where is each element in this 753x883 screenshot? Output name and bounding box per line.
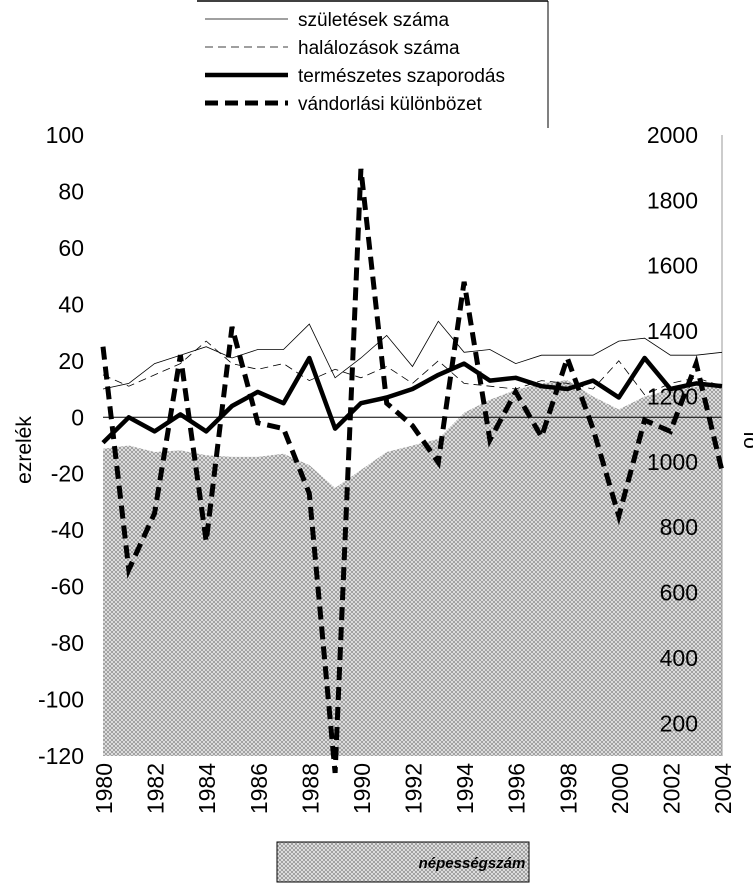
legend: születések száma halálozások száma termész…	[197, 0, 549, 128]
y-right-tick-label: 2000	[647, 122, 698, 148]
legend-label-3: természetes szaporodás	[298, 66, 505, 87]
y-left-tick-label: -100	[38, 687, 84, 713]
y-left-tick-label: -40	[51, 517, 84, 543]
x-tick-label: 1998	[555, 763, 581, 814]
x-tick-label: 2004	[710, 763, 736, 814]
y-left-tick-label: 100	[46, 122, 84, 148]
series-layer	[100, 168, 725, 774]
x-tick-label: 2002	[658, 763, 684, 814]
x-tick-label: 1988	[297, 763, 323, 814]
y-right-tick-label: 1800	[647, 187, 698, 213]
y-left-tick-label: -120	[38, 743, 84, 769]
x-tick-label: 1986	[246, 763, 272, 814]
series-line-4	[100, 168, 725, 774]
y-left-tick-label: -20	[51, 461, 84, 487]
y-left-tick-label: 20	[58, 348, 84, 374]
area-legend-label: népességszám	[419, 855, 526, 872]
x-tick-label: 1982	[143, 763, 169, 814]
y-right-tick-label: 600	[660, 580, 698, 606]
x-tick-label: 1984	[194, 763, 220, 814]
y-right-tick-label: 400	[660, 645, 698, 671]
series-line-1	[102, 320, 723, 390]
legend-box	[197, 0, 548, 128]
y-right-tick-label: 1000	[647, 449, 698, 475]
y-right-tick-label: 200	[660, 710, 698, 736]
y-left-tick-label: 40	[58, 291, 84, 317]
y-left-tick-label: -80	[51, 630, 84, 656]
y-left-tick-label: 0	[71, 404, 84, 430]
axes: 100806040200-20-40-60-80-100-12020001800…	[38, 122, 736, 814]
legend-label-4: vándorlási különbözet	[298, 94, 483, 115]
y-right-tick-label: 1600	[647, 253, 698, 279]
y-right-tick-label: 1400	[647, 318, 698, 344]
area-legend-swatch	[276, 841, 530, 883]
x-tick-label: 1996	[504, 763, 530, 814]
y-axis-left-title: ezrelék	[13, 416, 36, 484]
x-tick-label: 1980	[91, 763, 117, 814]
population-area	[103, 380, 722, 756]
y-left-tick-label: 80	[58, 179, 84, 205]
area-legend: népességszám	[276, 841, 530, 883]
y-left-tick-label: -60	[51, 574, 84, 600]
y-right-tick-label: 800	[660, 514, 698, 540]
x-tick-label: 1990	[349, 763, 375, 814]
legend-label-2: halálozások száma	[298, 38, 460, 59]
y-axis-right-title: fő	[739, 431, 753, 449]
legend-label-1: születések száma	[298, 10, 449, 31]
series-line-3	[101, 355, 723, 445]
y-left-tick-label: 60	[58, 235, 84, 261]
x-tick-label: 1992	[401, 763, 427, 814]
population-area-layer	[103, 380, 722, 756]
x-tick-label: 1994	[452, 763, 478, 814]
series-line-2	[102, 340, 723, 396]
x-tick-label: 2000	[607, 763, 633, 814]
